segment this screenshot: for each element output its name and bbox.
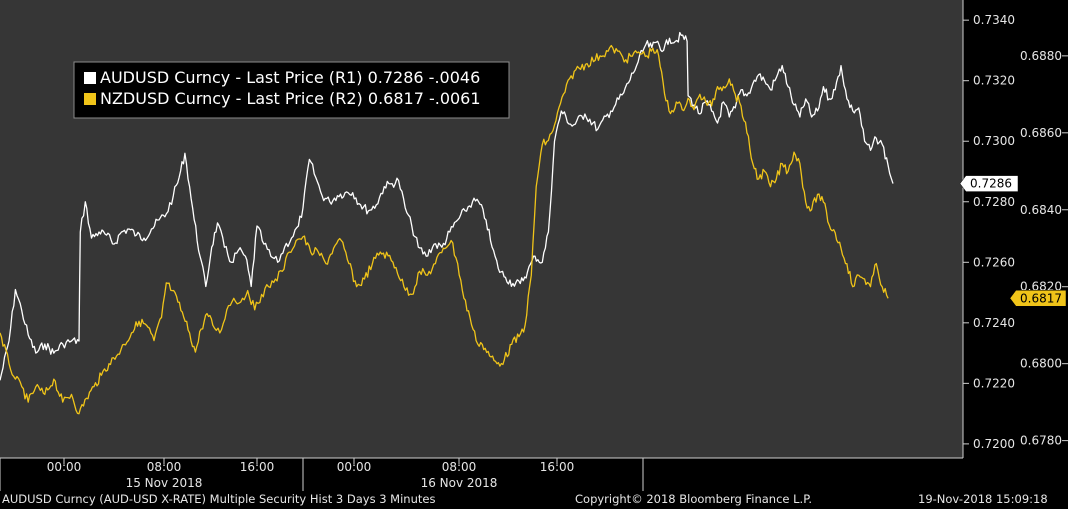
r2-tick-label: 0.6800 — [1020, 357, 1062, 371]
footer-bar: AUDUSD Curncy (AUD-USD X-RATE) Multiple … — [0, 491, 1068, 509]
x-tick-label: 08:00 — [442, 460, 477, 474]
legend-entry: NZDUSD Curncy - Last Price (R2) 0.6817 -… — [100, 89, 481, 108]
x-tick-label: 00:00 — [337, 460, 372, 474]
r1-tick-label: 0.7240 — [973, 316, 1015, 330]
last-value-tag-shape — [959, 175, 1019, 192]
legend: AUDUSD Curncy - Last Price (R1) 0.7286 -… — [73, 61, 510, 119]
legend-entry: AUDUSD Curncy - Last Price (R1) 0.7286 -… — [100, 68, 480, 87]
r1-tick-label: 0.7200 — [973, 437, 1015, 451]
x-tick-label: 08:00 — [147, 460, 182, 474]
r2-tick-label: 0.6780 — [1020, 434, 1062, 448]
last-value-tag-label: 0.7286 — [970, 177, 1012, 191]
series-line-r2 — [0, 44, 889, 415]
legend-swatch — [84, 72, 96, 84]
r2-tick-label: 0.6880 — [1020, 49, 1062, 63]
x-day-label: 15 Nov 2018 — [126, 476, 203, 490]
series-line-r1 — [0, 31, 894, 381]
x-tick-label: 16:00 — [240, 460, 275, 474]
footer-copyright: Copyright© 2018 Bloomberg Finance L.P. — [575, 492, 812, 506]
r1-tick-label: 0.7260 — [973, 255, 1015, 269]
r2-tick-label: 0.6860 — [1020, 126, 1062, 140]
last-value-tag-r1: 0.7286 — [959, 175, 1019, 192]
price-chart: 0.7200 0.7220 0.7240 0.7260 0.7280 0.7300 0.73… — [0, 0, 1068, 491]
r1-tick-label: 0.7320 — [973, 74, 1015, 88]
bottom-axis-panel — [0, 458, 1068, 491]
x-tick-label: 16:00 — [540, 460, 575, 474]
r1-tick-label: 0.7340 — [973, 13, 1015, 27]
last-value-tag-r2: 0.6817 — [1009, 290, 1067, 307]
footer-description: AUDUSD Curncy (AUD-USD X-RATE) Multiple … — [2, 492, 436, 506]
last-value-tag-label: 0.6817 — [1020, 291, 1062, 305]
x-day-label: 16 Nov 2018 — [421, 476, 498, 490]
footer-timestamp: 19-Nov-2018 15:09:18 — [918, 492, 1048, 506]
legend-swatch — [84, 93, 96, 105]
last-value-tag-shape — [1009, 290, 1067, 307]
right-axis-panel — [963, 0, 1068, 491]
x-tick-label: 00:00 — [47, 460, 82, 474]
r1-tick-label: 0.7280 — [973, 195, 1015, 209]
r2-tick-label: 0.6840 — [1020, 203, 1062, 217]
r1-tick-label: 0.7300 — [973, 134, 1015, 148]
r1-tick-label: 0.7220 — [973, 376, 1015, 390]
legend-box — [73, 61, 510, 119]
